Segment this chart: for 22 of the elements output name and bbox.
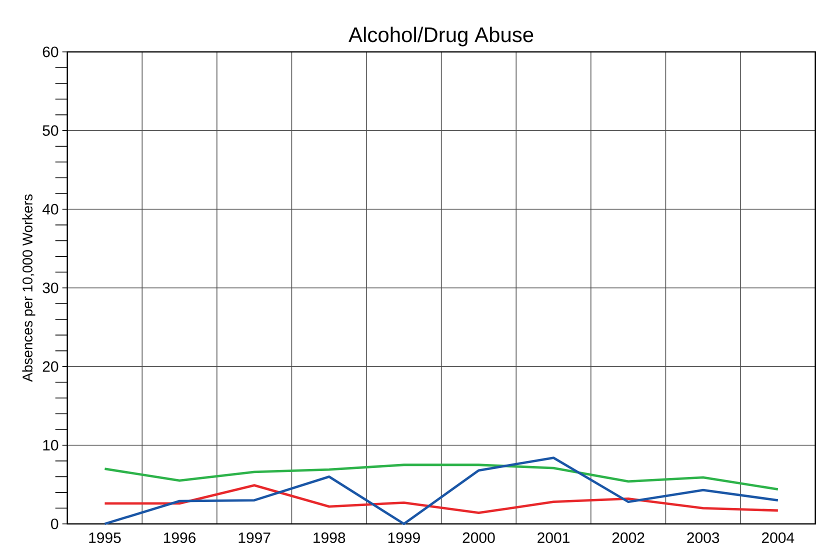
x-tick-label: 1997 bbox=[238, 532, 270, 544]
x-tick-label: 2001 bbox=[538, 532, 570, 544]
chart-title: Alcohol/Drug Abuse bbox=[348, 26, 534, 46]
x-tick-label: 2000 bbox=[462, 532, 495, 544]
x-tick-label: 1999 bbox=[388, 532, 420, 544]
x-tick-label: 1995 bbox=[89, 532, 121, 544]
y-tick-label: 30 bbox=[42, 282, 58, 294]
x-tick-label: 1996 bbox=[164, 532, 196, 544]
line-series bbox=[104, 484, 780, 514]
x-tick-label: 2002 bbox=[612, 532, 644, 544]
y-tick-label: 0 bbox=[51, 518, 58, 530]
y-tick-label: 40 bbox=[42, 204, 58, 215]
y-axis-title: Absences per 10,000 Workers bbox=[22, 194, 36, 382]
y-tick-label: 10 bbox=[43, 440, 58, 451]
y-tick-label: 20 bbox=[42, 361, 58, 372]
line-series bbox=[104, 464, 780, 490]
line-series bbox=[104, 456, 780, 526]
x-tick-label: 1998 bbox=[314, 532, 346, 544]
y-tick-label: 60 bbox=[42, 46, 58, 58]
x-tick-label: 2003 bbox=[687, 532, 720, 544]
x-tick-label: 2004 bbox=[762, 532, 794, 544]
y-tick-label: 50 bbox=[42, 125, 58, 136]
